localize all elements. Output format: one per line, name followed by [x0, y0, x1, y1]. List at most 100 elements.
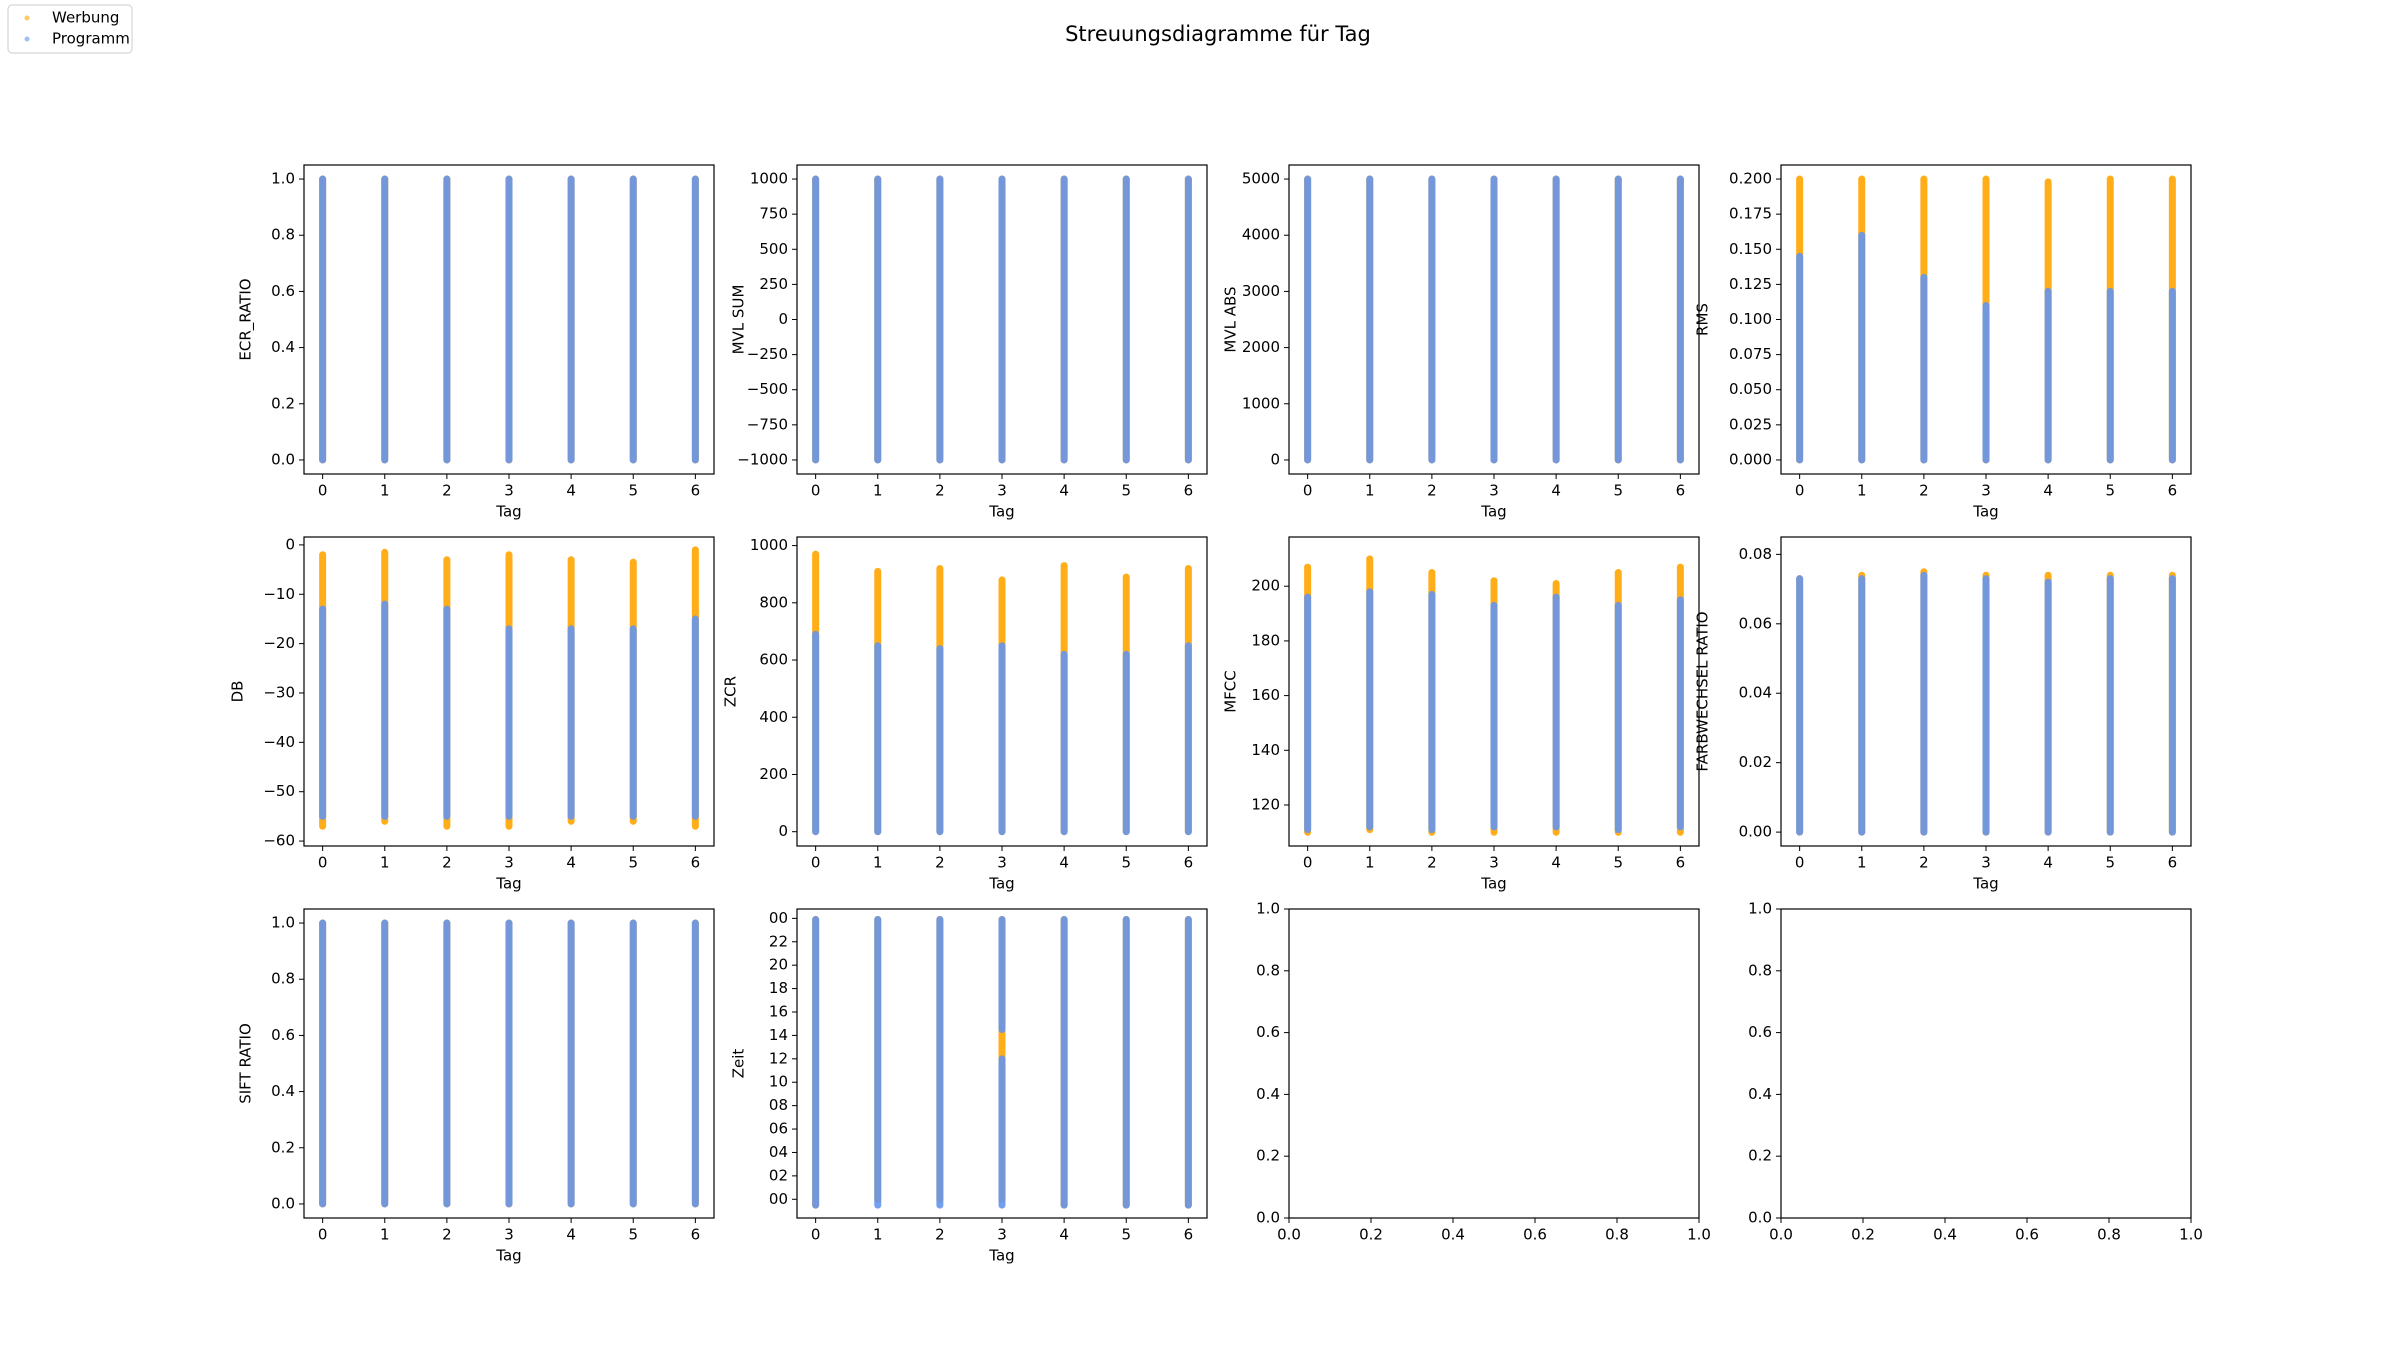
y-tick-label: 1000	[1242, 394, 1280, 412]
y-tick-label: 1.0	[1256, 900, 1280, 918]
y-tick-label: 0.2	[271, 1138, 295, 1156]
y-tick-label: 0.04	[1739, 684, 1772, 702]
x-tick-label: 4	[2043, 482, 2053, 500]
y-tick-label: 500	[759, 240, 788, 258]
x-tick-label: 2	[935, 482, 945, 500]
y-tick-label: 0.025	[1729, 415, 1772, 433]
y-tick-label: 16	[769, 1003, 788, 1021]
y-tick-label: −20	[263, 634, 295, 652]
point-strip	[319, 175, 327, 464]
point-strip	[2044, 287, 2052, 464]
y-tick-label: −40	[263, 733, 295, 751]
x-tick-label: 5	[1121, 1226, 1131, 1244]
x-tick-label: 2	[935, 854, 945, 872]
y-tick-label: 0.100	[1729, 310, 1772, 328]
subplot: 0.0 0.2 0.4 0.6 0.8 1.0 0.0 0.2 0.4 0.6 0.8 1.0	[1256, 900, 1711, 1244]
x-tick-label: 6	[2168, 854, 2178, 872]
x-tick-label: 2	[442, 1226, 452, 1244]
x-tick-label: 5	[2105, 482, 2115, 500]
x-tick-label: 6	[2168, 482, 2178, 500]
point-strip	[1552, 593, 1560, 831]
x-tick-label: 6	[1676, 482, 1686, 500]
point-strip	[691, 175, 699, 464]
x-tick-label: 3	[504, 854, 514, 872]
point-strip	[443, 919, 451, 1208]
x-tick-label: 0.8	[2097, 1226, 2121, 1244]
x-tick-label: 4	[566, 1226, 576, 1244]
point-strip	[1060, 650, 1068, 836]
point-strip	[998, 1055, 1006, 1209]
point-strip	[319, 605, 327, 820]
x-tick-label: 1	[1857, 854, 1867, 872]
point-strip	[2106, 575, 2114, 836]
point-strip	[443, 175, 451, 464]
point-strip	[1366, 588, 1374, 831]
x-tick-label: 3	[504, 482, 514, 500]
point-strip	[1184, 916, 1192, 1209]
x-tick-label: 0.6	[2015, 1226, 2039, 1244]
point-strip	[1428, 175, 1436, 464]
y-tick-label: 200	[1251, 577, 1280, 595]
point-strip	[1122, 175, 1130, 464]
y-tick-label: 14	[769, 1026, 788, 1044]
subplot: 0.0 0.2 0.4 0.6 0.8 1.0 0 1 2 3 4 5 6 Tag ECR_RATIO	[237, 164, 715, 521]
y-tick-label: 0.8	[1748, 961, 1772, 979]
subplot: 0.0 0.2 0.4 0.6 0.8 1.0 0.0 0.2 0.4 0.6 0.8 1.0	[1748, 900, 2203, 1244]
x-tick-label: 1	[1857, 482, 1867, 500]
x-tick-label: 1	[873, 482, 883, 500]
point-strip	[505, 919, 513, 1208]
point-strip	[2168, 575, 2176, 836]
subplot: 120 140 160 180 200 0 1 2 3 4 5 6 Tag MFCC	[1222, 536, 1700, 893]
axes-frame	[1780, 908, 2192, 1219]
y-tick-label: 00	[769, 1190, 788, 1208]
x-tick-label: 5	[628, 854, 638, 872]
point-strip	[1304, 593, 1312, 834]
y-axis-label: MVL ABS	[1222, 286, 1240, 352]
legend-marker	[24, 36, 30, 42]
x-tick-label: 6	[1184, 854, 1194, 872]
x-axis-label: Tag	[1480, 503, 1506, 521]
y-tick-label: 4000	[1242, 226, 1280, 244]
y-tick-label: 0.4	[1748, 1085, 1772, 1103]
x-tick-label: 0	[318, 1226, 328, 1244]
x-tick-label: 0.4	[1933, 1226, 1957, 1244]
figure-title: Streuungsdiagramme für Tag	[1065, 22, 1371, 46]
y-tick-label: 0.2	[1748, 1147, 1772, 1165]
subplot: 0.00 0.02 0.04 0.06 0.08 0 1 2 3 4 5 6 Tag FARBWECHSE…	[1694, 536, 2192, 893]
x-tick-label: 0	[1303, 482, 1313, 500]
x-tick-label: 2	[442, 482, 452, 500]
x-tick-label: 2	[935, 1226, 945, 1244]
point-strip	[1796, 575, 1804, 836]
x-tick-label: 5	[2105, 854, 2115, 872]
y-tick-label: 0.06	[1739, 614, 1772, 632]
point-strip	[874, 642, 882, 836]
x-tick-label: 5	[1613, 482, 1623, 500]
x-tick-label: 6	[691, 854, 701, 872]
point-strip	[1920, 571, 1928, 836]
y-axis-label: RMS	[1694, 303, 1712, 336]
x-axis-label: Tag	[495, 503, 521, 521]
x-tick-label: 5	[1613, 854, 1623, 872]
y-tick-label: 1000	[750, 170, 788, 188]
point-strip	[1982, 575, 1990, 836]
x-axis-label: Tag	[1972, 875, 1998, 893]
x-tick-label: 4	[1059, 482, 1069, 500]
x-tick-label: 0	[811, 854, 821, 872]
legend-label: Programm	[52, 30, 130, 48]
y-axis-label: SIFT RATIO	[237, 1023, 255, 1104]
x-tick-label: 0	[811, 1226, 821, 1244]
x-axis-label: Tag	[1972, 503, 1998, 521]
x-tick-label: 0	[318, 482, 328, 500]
x-tick-label: 4	[1551, 482, 1561, 500]
y-tick-label: 20	[769, 956, 788, 974]
y-tick-label: 200	[759, 765, 788, 783]
x-tick-label: 3	[997, 854, 1007, 872]
y-tick-label: 0.8	[271, 970, 295, 988]
y-tick-label: 0.200	[1729, 170, 1772, 188]
y-tick-label: 18	[769, 979, 788, 997]
point-strip	[2044, 578, 2052, 836]
point-strip	[874, 916, 882, 1209]
point-strip	[874, 175, 882, 464]
x-tick-label: 3	[997, 482, 1007, 500]
y-tick-label: 600	[759, 651, 788, 669]
